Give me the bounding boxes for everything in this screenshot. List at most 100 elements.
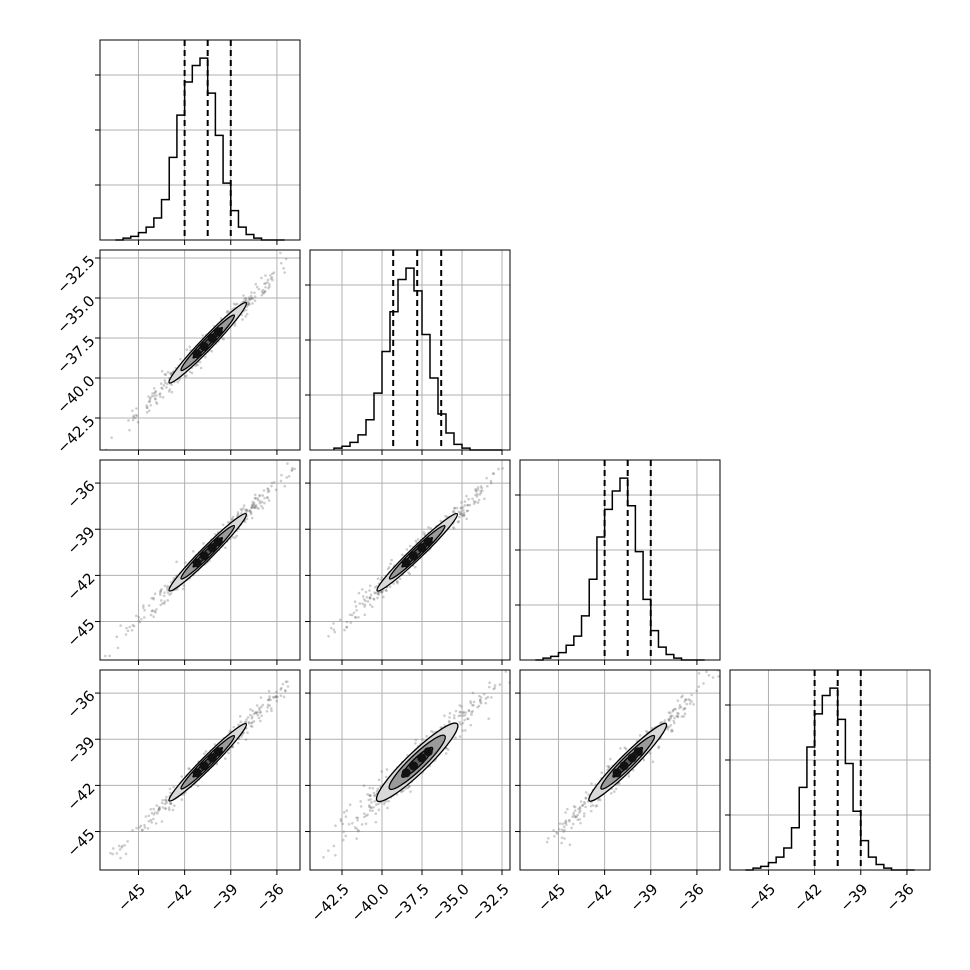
scatter-point: [342, 811, 346, 814]
scatter-point: [385, 800, 388, 803]
scatter-point: [170, 383, 173, 387]
scatter-point: [480, 486, 483, 490]
scatter-point: [463, 713, 467, 717]
scatter-point: [233, 536, 237, 540]
scatter-point: [127, 419, 130, 422]
scatter-point: [165, 795, 168, 799]
scatter-point: [249, 512, 253, 516]
scatter-point: [232, 302, 236, 306]
scatter-point: [250, 503, 254, 507]
scatter-point: [373, 591, 376, 595]
scatter-point: [457, 714, 461, 718]
y-tick-label-1-2: −37.5: [53, 332, 98, 377]
scatter-point: [112, 847, 115, 850]
scatter-point: [357, 591, 361, 595]
scatter-point: [263, 282, 266, 286]
scatter-point: [219, 317, 223, 320]
scatter-point: [247, 301, 251, 305]
scatter-point: [266, 278, 270, 282]
scatter-point: [244, 315, 247, 318]
scatter-point: [126, 840, 129, 843]
scatter-point: [564, 811, 567, 814]
scatter-point: [452, 716, 456, 720]
scatter-point: [659, 721, 662, 725]
scatter-point: [561, 822, 564, 826]
histogram-0: [115, 57, 285, 241]
scatter-point: [332, 622, 335, 625]
scatter-point: [362, 598, 366, 601]
scatter-point: [250, 506, 253, 510]
scatter-point: [361, 602, 365, 605]
scatter-point: [429, 527, 433, 530]
contour-core-2: [207, 333, 217, 343]
contour-core-3: [423, 537, 433, 547]
scatter-point: [571, 822, 575, 826]
scatter-point: [142, 606, 145, 610]
scatter-point: [448, 716, 451, 719]
scatter-point: [360, 588, 364, 591]
scatter-point: [322, 855, 325, 859]
scatter-point: [165, 386, 168, 389]
contour-core-0: [192, 768, 202, 778]
scatter-point: [563, 837, 566, 840]
scatter-point: [368, 786, 372, 790]
scatter-point: [673, 707, 676, 711]
scatter-point: [150, 811, 154, 815]
scatter-point: [245, 312, 249, 316]
scatter-point: [254, 503, 258, 507]
scatter-point: [651, 726, 654, 730]
scatter-point: [459, 710, 462, 714]
scatter-point: [264, 282, 267, 285]
scatter-point: [269, 277, 273, 280]
contour-core-0: [612, 768, 622, 778]
scatter-point: [573, 805, 577, 809]
scatter-point: [577, 807, 580, 811]
scatter-point: [271, 695, 275, 699]
scatter-point: [224, 757, 227, 760]
scatter-point: [190, 371, 194, 375]
scatter-point: [243, 297, 246, 301]
scatter-point: [151, 392, 154, 395]
scatter-point: [648, 751, 652, 755]
scatter-point: [158, 392, 162, 395]
scatter-point: [465, 509, 469, 513]
scatter-point: [247, 720, 251, 724]
scatter-point: [168, 593, 172, 596]
scatter-frame: [99, 249, 301, 451]
scatter-point: [516, 453, 519, 456]
scatter-point: [284, 680, 288, 684]
scatter-point: [165, 382, 169, 386]
scatter-point: [377, 778, 381, 782]
scatter-point: [705, 670, 708, 674]
scatter-point: [162, 594, 166, 598]
contour-core-0: [192, 349, 202, 359]
scatter-point: [236, 741, 240, 745]
scatter-point: [578, 811, 581, 814]
scatter-point: [562, 830, 565, 833]
scatter-point: [472, 502, 476, 505]
scatter-point: [370, 605, 374, 609]
scatter-point: [489, 481, 493, 485]
scatter-point: [465, 517, 468, 521]
histogram-frame-0: [99, 39, 301, 241]
scatter-point: [166, 370, 170, 374]
scatter-point: [368, 804, 371, 807]
scatter-point: [638, 734, 642, 737]
scatter-point: [138, 620, 142, 624]
scatter-point: [453, 506, 456, 510]
scatter-point: [478, 698, 482, 702]
scatter-point: [145, 406, 149, 410]
contour-core-2: [627, 753, 637, 763]
scatter-point: [151, 609, 154, 612]
scatter-point: [188, 345, 191, 349]
scatter-point: [344, 815, 348, 818]
scatter-point: [213, 743, 217, 746]
scatter-point: [478, 694, 481, 698]
scatter-point: [259, 696, 263, 699]
scatter-point: [254, 711, 257, 715]
scatter-point: [168, 802, 172, 805]
scatter-point: [498, 683, 502, 686]
scatter-point: [332, 844, 336, 848]
scatter-point: [408, 544, 412, 548]
scatter-point: [163, 379, 167, 382]
